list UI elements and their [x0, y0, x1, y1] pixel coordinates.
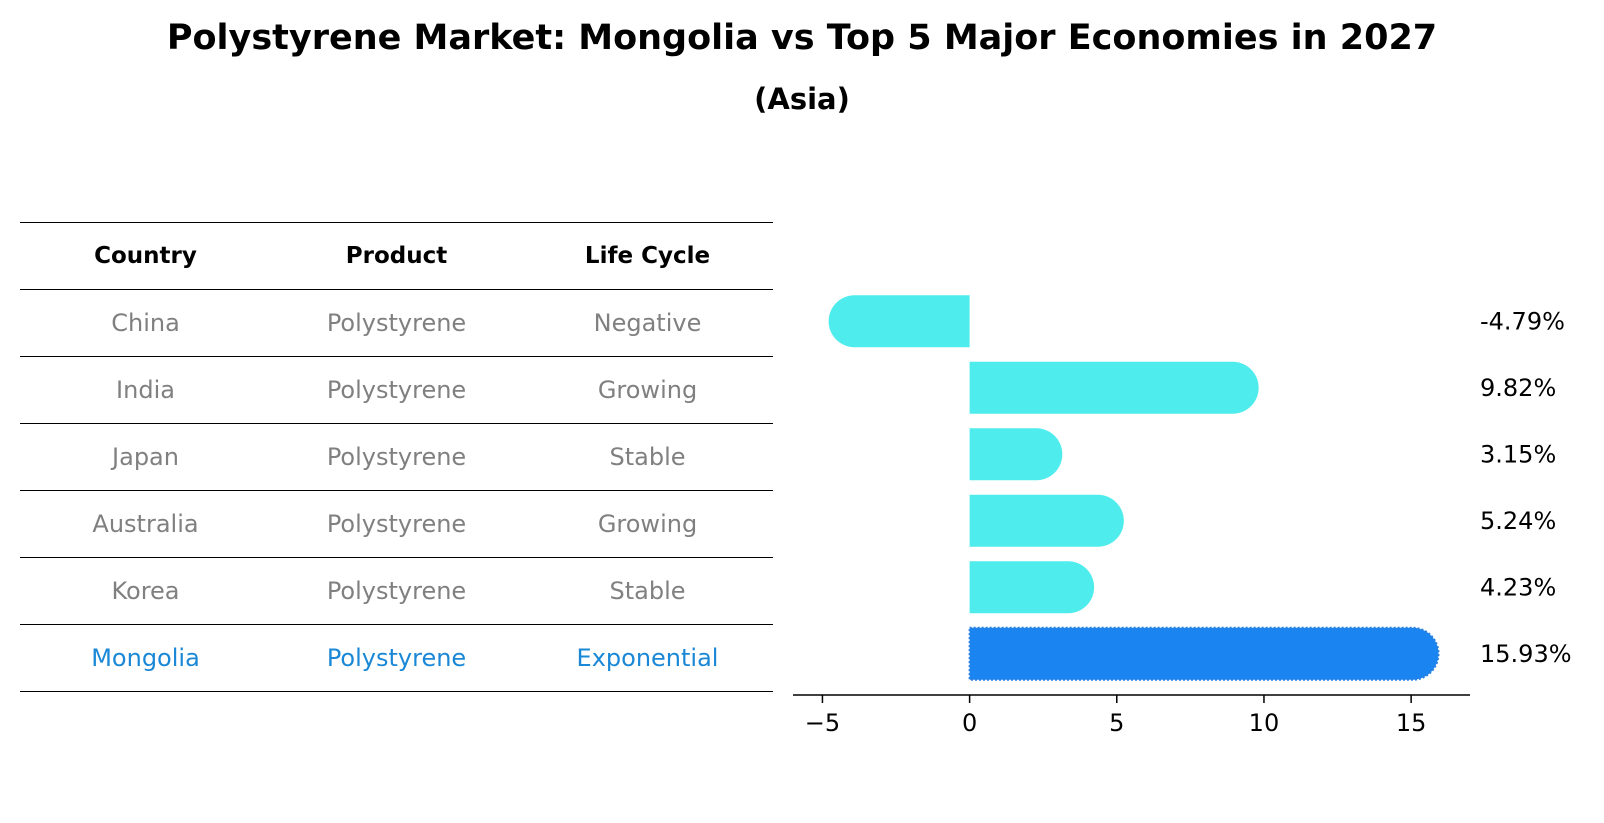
table-row: Japan Polystyrene Stable [20, 423, 773, 491]
cell-life-cycle: Negative [522, 289, 773, 357]
table-row: India Polystyrene Growing [20, 356, 773, 424]
table-row-highlight: Mongolia Polystyrene Exponential [20, 624, 773, 692]
x-tick-label: 5 [1109, 709, 1124, 737]
value-label: 5.24% [1480, 507, 1556, 535]
cell-life-cycle: Exponential [522, 624, 773, 692]
comparison-table: Country Product Life Cycle China Polysty… [20, 222, 773, 692]
cell-country: Korea [20, 557, 271, 625]
header-life-cycle: Life Cycle [522, 222, 773, 290]
cell-country: India [20, 356, 271, 424]
bar-korea [969, 561, 1095, 614]
cell-country: Australia [20, 490, 271, 558]
chart-subtitle: (Asia) [754, 82, 850, 116]
x-tick-label: 10 [1249, 709, 1280, 737]
cell-life-cycle: Growing [522, 490, 773, 558]
bar-india [969, 361, 1259, 414]
x-tick-label: 15 [1396, 709, 1427, 737]
x-tick-label: 0 [962, 709, 977, 737]
table-row: Korea Polystyrene Stable [20, 557, 773, 625]
cell-country: Mongolia [20, 624, 271, 692]
bar-japan [969, 428, 1063, 481]
cell-product: Polystyrene [271, 356, 522, 424]
table-header-row: Country Product Life Cycle [20, 222, 773, 290]
cell-product: Polystyrene [271, 557, 522, 625]
cell-product: Polystyrene [271, 423, 522, 491]
value-label: 15.93% [1480, 640, 1572, 668]
header-product: Product [271, 222, 522, 290]
cell-country: China [20, 289, 271, 357]
value-label: 4.23% [1480, 573, 1556, 601]
cell-product: Polystyrene [271, 289, 522, 357]
bar-china [828, 295, 970, 348]
bar-australia [969, 494, 1124, 547]
cell-life-cycle: Stable [522, 423, 773, 491]
chart-title: Polystyrene Market: Mongolia vs Top 5 Ma… [166, 18, 1438, 58]
cell-country: Japan [20, 423, 271, 491]
header-country: Country [20, 222, 271, 290]
cell-product: Polystyrene [271, 624, 522, 692]
table-row: Australia Polystyrene Growing [20, 490, 773, 558]
value-label: -4.79% [1480, 307, 1565, 335]
table-row: China Polystyrene Negative [20, 289, 773, 357]
cell-product: Polystyrene [271, 490, 522, 558]
value-label: 3.15% [1480, 440, 1556, 468]
cell-life-cycle: Stable [522, 557, 773, 625]
value-label: 9.82% [1480, 374, 1556, 402]
cell-life-cycle: Growing [522, 356, 773, 424]
bar-mongolia [968, 626, 1440, 681]
x-tick-label: −5 [805, 709, 840, 737]
